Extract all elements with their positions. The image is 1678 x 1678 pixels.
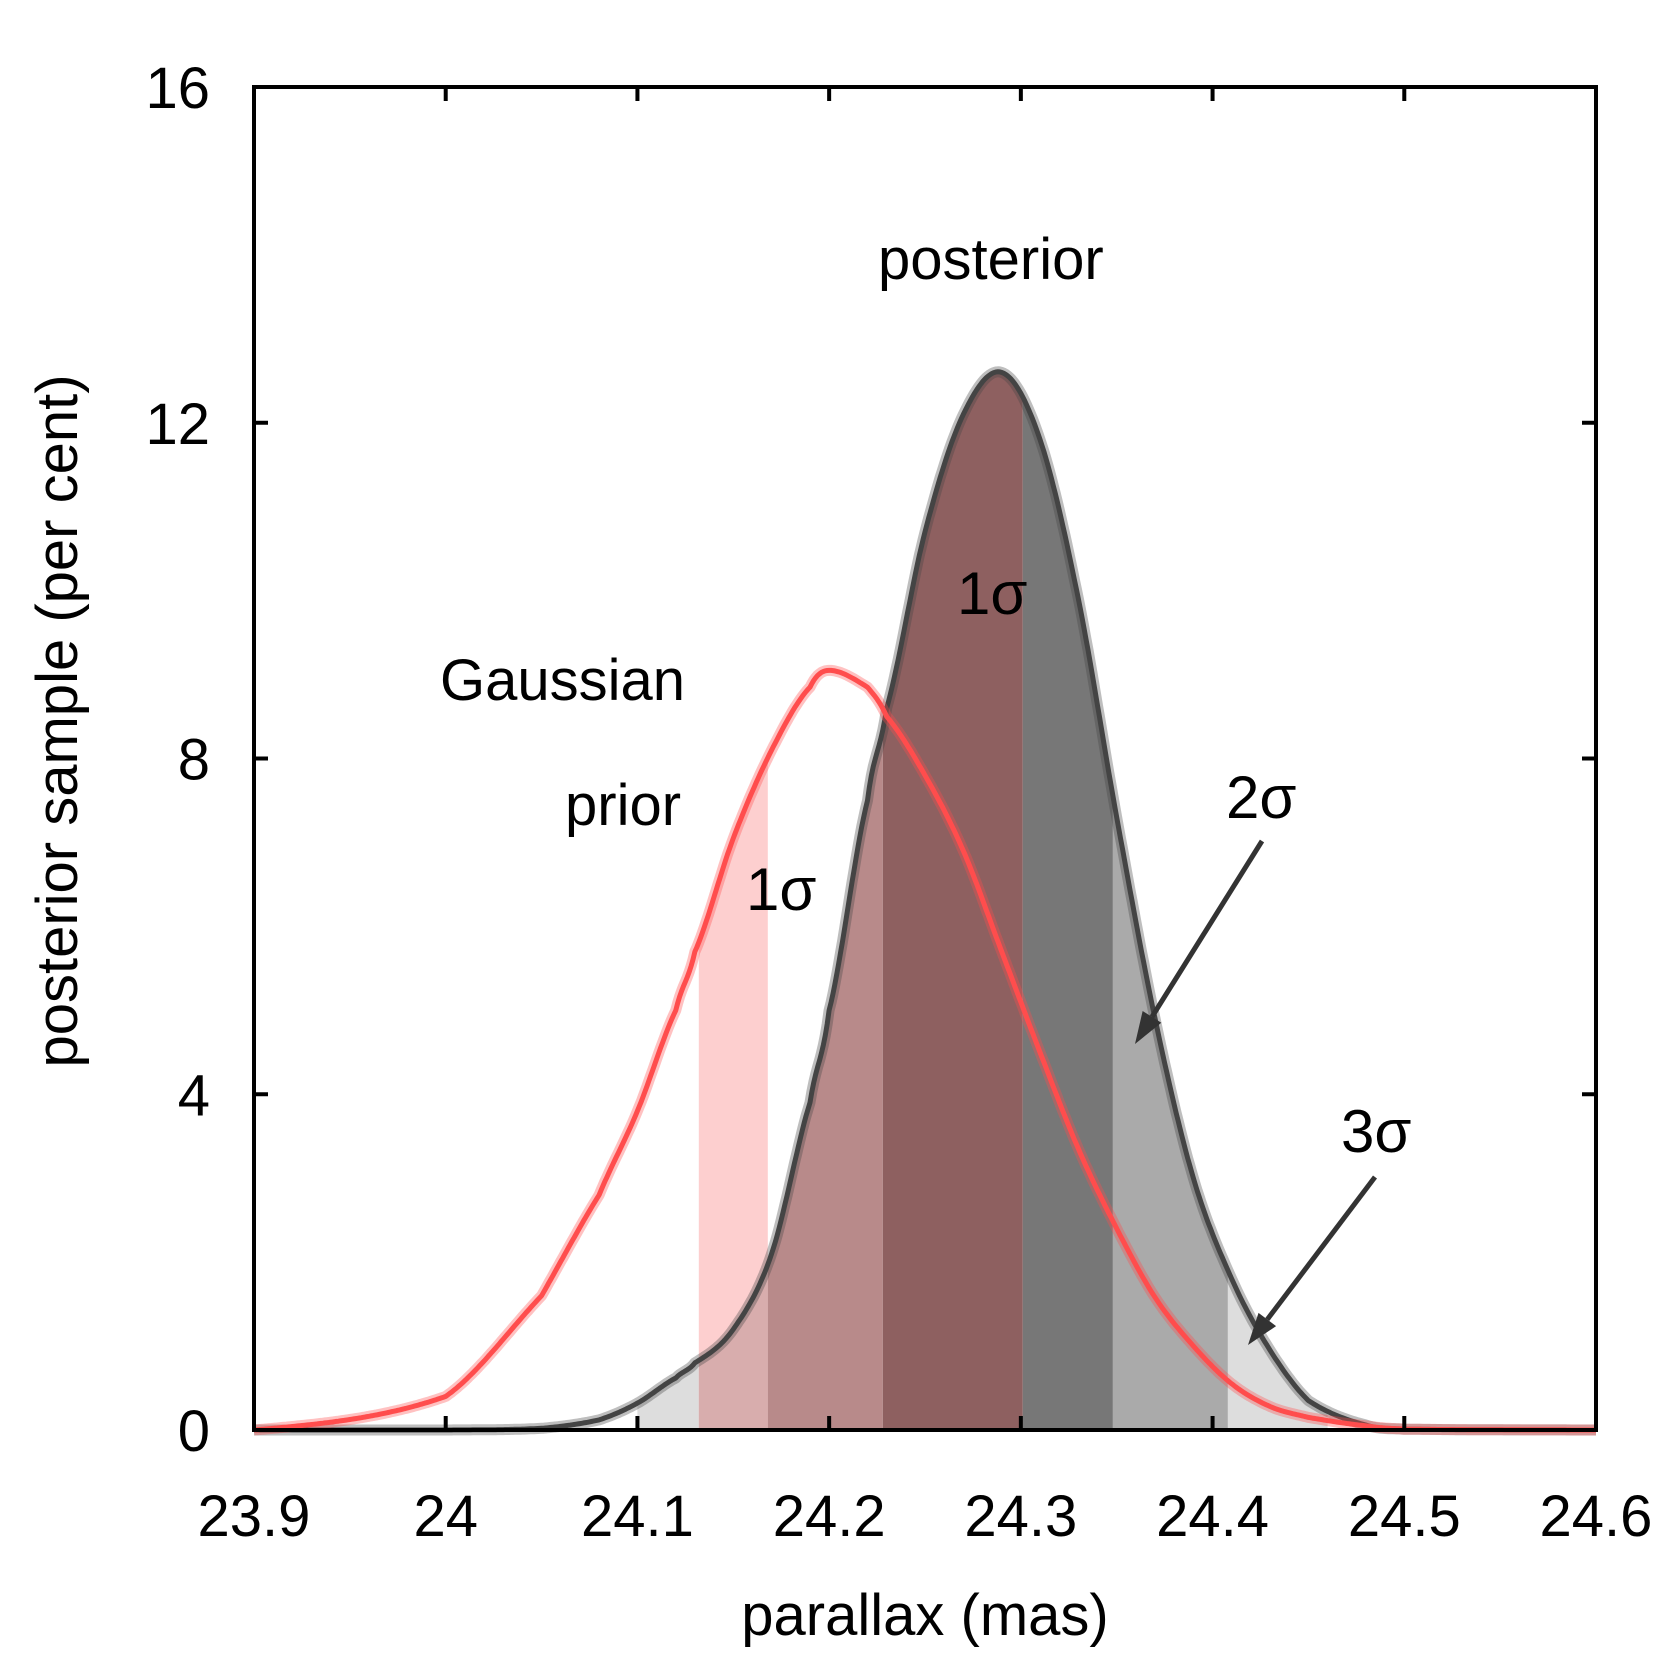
x-tick-label: 24.6 <box>1540 1484 1653 1549</box>
3sigma-arrow <box>1248 1175 1377 1345</box>
sigma-band-2 <box>637 1360 699 1430</box>
prior-1sigma-label: 1σ <box>746 856 816 923</box>
y-tick-label: 16 <box>145 56 210 121</box>
x-tick-label: 24.4 <box>1156 1484 1269 1549</box>
sigma-band-5 <box>882 371 1023 1430</box>
x-tick-label: 24.2 <box>773 1484 886 1549</box>
x-tick-label: 24.5 <box>1348 1484 1461 1549</box>
x-tick-label: 23.9 <box>198 1484 311 1549</box>
x-tick-label: 24.1 <box>581 1484 694 1549</box>
prior-label-gaussian: Gaussian <box>440 648 685 713</box>
y-axis-label: posterior sample (per cent) <box>25 374 90 1067</box>
y-tick-label: 12 <box>145 392 210 457</box>
y-tick-label: 8 <box>178 728 210 793</box>
sigma-band-4 <box>767 730 883 1430</box>
posterior-label: posterior <box>878 227 1104 292</box>
x-tick-label: 24 <box>413 1484 478 1549</box>
sigma-band-8 <box>1227 1270 1328 1430</box>
prior-label-prior: prior <box>565 773 681 838</box>
3sigma-label: 3σ <box>1341 1098 1411 1165</box>
2sigma-label: 2σ <box>1226 764 1296 831</box>
series-lines <box>250 366 1600 1436</box>
y-tick-label: 0 <box>178 1399 210 1464</box>
gaussian-prior-curve <box>253 667 1597 1433</box>
posterior-1sigma-label: 1σ <box>957 560 1027 627</box>
axis-ticks: 23.9 24 24.1 24.2 24.3 24.4 24.5 24.6 0 4 8 12 16 <box>145 56 1652 1549</box>
x-axis-label: parallax (mas) <box>741 1583 1108 1648</box>
annotation-arrows <box>1135 839 1377 1345</box>
sigma-band-1 <box>698 757 768 1430</box>
2sigma-arrow <box>1135 839 1265 1044</box>
x-tick-label: 24.3 <box>964 1484 1077 1549</box>
y-tick-label: 4 <box>178 1063 210 1128</box>
